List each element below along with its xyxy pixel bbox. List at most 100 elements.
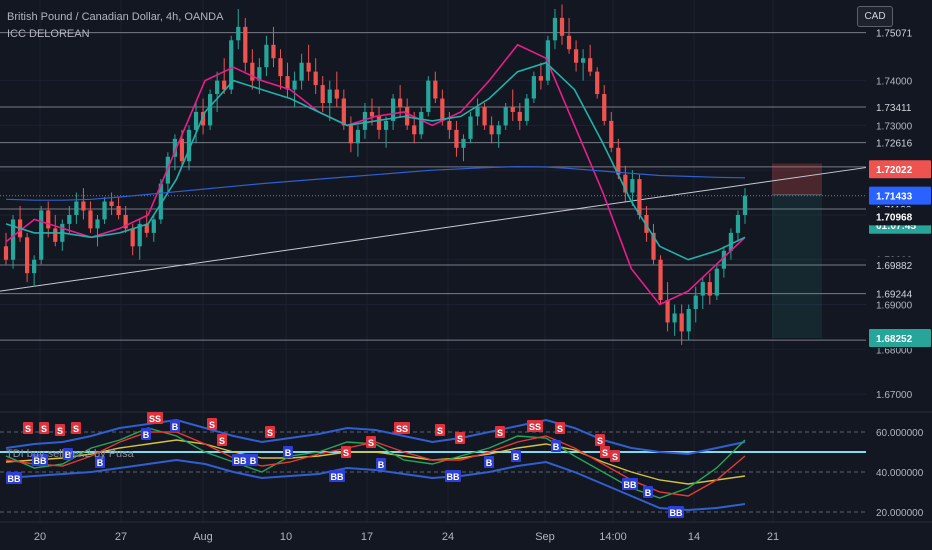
candle-body (588, 58, 593, 72)
candle-body (707, 282, 712, 296)
sell-marker-label: S (41, 424, 47, 434)
level-label-bg (870, 24, 930, 41)
buy-marker (6, 472, 22, 484)
time-tick-label: 14 (688, 531, 700, 543)
candle-body (53, 228, 58, 242)
candle-body (362, 111, 368, 130)
candle-body (81, 201, 86, 211)
sell-marker-label: S (497, 428, 503, 438)
candle-body (426, 80, 431, 112)
candle-body (735, 214, 741, 233)
candle-body (10, 219, 16, 260)
candle-body (74, 201, 79, 215)
candle-body (144, 223, 149, 233)
candle-body (573, 49, 579, 63)
price-tick-label: 1.69000 (876, 301, 913, 312)
sell-marker-label: S (602, 448, 608, 458)
sell-marker-label: S (368, 438, 374, 448)
candle-body (207, 94, 213, 126)
candle-body (672, 313, 677, 323)
moving-averages (5, 43, 746, 306)
sub-tick-label: 60.000000 (876, 428, 924, 439)
sell-marker (495, 426, 505, 438)
sub-tick-label: 20.000000 (876, 508, 924, 519)
sell-marker-label: S (219, 436, 225, 446)
candle-body (503, 107, 508, 126)
time-tick-label: 21 (767, 531, 779, 543)
time-tick-label: 27 (115, 531, 127, 543)
sell-marker (366, 436, 376, 448)
candle-body (285, 76, 290, 90)
buy-marker (511, 450, 521, 462)
candle-body (46, 210, 51, 229)
sell-marker (435, 424, 445, 436)
candle-body (721, 250, 726, 269)
candle-body (3, 246, 9, 260)
buy-marker (141, 428, 151, 440)
candle-body (489, 125, 494, 135)
candle-body (116, 206, 121, 215)
candle-body (383, 120, 389, 130)
currency-badge[interactable]: CAD (857, 6, 893, 27)
candle-body (292, 80, 297, 90)
sell-marker-label: SS (529, 422, 541, 432)
sell-marker (217, 434, 227, 446)
sell-marker (207, 418, 217, 430)
buy-marker-label: BB (34, 456, 47, 466)
candle-body (137, 223, 142, 247)
candle-body (67, 214, 72, 224)
sell-marker-label: S (557, 424, 563, 434)
candle-body (644, 214, 649, 233)
candle-body (693, 295, 698, 309)
candle-body (517, 111, 522, 121)
level-label-bg (870, 285, 930, 302)
buy-marker (232, 454, 248, 466)
candles (3, 4, 748, 345)
sell-zone (772, 163, 822, 339)
candle-body (482, 107, 487, 126)
stop-zone (772, 163, 822, 195)
candle-body (200, 111, 206, 126)
tdi-line (5, 439, 746, 485)
price-tick-label: 1.67000 (876, 390, 913, 401)
moving-average-line (5, 43, 746, 306)
moving-average-line (5, 165, 746, 201)
candle-body (454, 129, 459, 148)
buy-marker-label: BB (447, 472, 460, 482)
buy-marker (329, 470, 345, 482)
time-tick-label: 10 (280, 531, 292, 543)
buy-marker-label: BB (624, 480, 637, 490)
candle-body (151, 219, 156, 233)
candle-body (510, 107, 515, 112)
candle-body (390, 98, 396, 121)
price-tag-bg (869, 160, 931, 179)
candle-body (524, 98, 529, 121)
buy-marker (32, 454, 48, 466)
candle-body (130, 228, 135, 247)
time-tick-label: Sep (535, 531, 555, 543)
candle-body (320, 85, 325, 103)
level-label-bg (870, 257, 930, 274)
level-label: 1.69244 (876, 290, 913, 301)
sell-marker (600, 446, 610, 458)
buy-marker-label: BB (8, 474, 21, 484)
candle-body (679, 313, 684, 332)
sell-marker (71, 422, 81, 434)
time-tick-label: 24 (442, 531, 454, 543)
candle-body (581, 58, 586, 63)
buy-marker-label: BB (670, 508, 683, 518)
sell-marker (394, 422, 410, 434)
sub-panel-title: TDI buy sell ver.2 by Pusa (6, 448, 134, 460)
sell-marker (147, 412, 163, 424)
candle-body (447, 120, 452, 130)
candle-body (376, 116, 382, 130)
sell-marker-label: S (73, 424, 79, 434)
buy-marker (283, 446, 293, 458)
buy-marker (643, 486, 653, 498)
price-tick-label: 1.74000 (876, 77, 913, 88)
sub-tick-label: 40.000000 (876, 468, 924, 479)
candle-body (229, 40, 234, 90)
price-tag-label: 1.70968 (876, 212, 913, 223)
